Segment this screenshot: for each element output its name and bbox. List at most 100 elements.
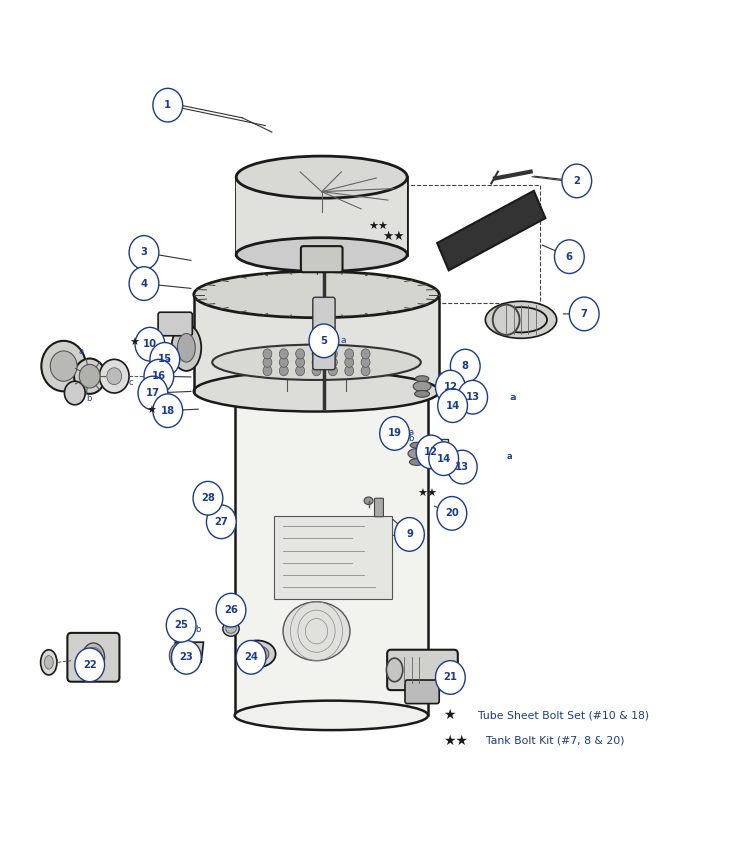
Text: 12: 12 <box>424 447 438 457</box>
Circle shape <box>309 324 339 358</box>
Circle shape <box>65 382 85 405</box>
FancyBboxPatch shape <box>374 498 384 517</box>
Text: 4: 4 <box>141 279 147 289</box>
Circle shape <box>380 416 410 450</box>
Text: c: c <box>129 377 133 387</box>
Ellipse shape <box>413 382 431 391</box>
Circle shape <box>144 360 174 393</box>
Text: ★★: ★★ <box>443 734 468 748</box>
Text: 24: 24 <box>244 652 258 662</box>
Circle shape <box>450 349 480 382</box>
Text: a: a <box>78 348 83 356</box>
Circle shape <box>296 366 305 376</box>
Ellipse shape <box>245 645 269 662</box>
Circle shape <box>312 366 321 376</box>
Circle shape <box>169 642 193 669</box>
Text: 20: 20 <box>445 508 459 518</box>
Circle shape <box>569 297 599 331</box>
Circle shape <box>236 640 266 674</box>
Circle shape <box>207 505 236 539</box>
FancyBboxPatch shape <box>68 633 120 682</box>
Text: ★: ★ <box>443 708 456 722</box>
Text: 15: 15 <box>158 354 172 365</box>
Circle shape <box>416 435 446 468</box>
Text: 5: 5 <box>320 336 327 346</box>
Ellipse shape <box>493 304 520 335</box>
Ellipse shape <box>74 359 105 394</box>
Circle shape <box>312 348 321 359</box>
Circle shape <box>135 327 165 361</box>
Ellipse shape <box>242 376 391 399</box>
Ellipse shape <box>235 377 428 406</box>
Text: 13: 13 <box>455 462 469 472</box>
Text: a: a <box>165 354 170 364</box>
Text: Tube Sheet Bolt Set (#10 & 18): Tube Sheet Bolt Set (#10 & 18) <box>472 711 649 721</box>
Text: 13: 13 <box>465 392 480 402</box>
Text: a: a <box>511 393 516 402</box>
Ellipse shape <box>171 325 202 371</box>
Circle shape <box>361 366 370 376</box>
Text: 25: 25 <box>174 620 188 631</box>
Circle shape <box>74 648 105 682</box>
Circle shape <box>435 371 465 404</box>
Circle shape <box>554 240 584 274</box>
Ellipse shape <box>226 624 236 633</box>
FancyBboxPatch shape <box>313 298 335 370</box>
Text: b: b <box>409 434 414 443</box>
Circle shape <box>437 496 467 530</box>
Ellipse shape <box>238 640 275 667</box>
Text: ★: ★ <box>129 337 139 348</box>
Text: ★★: ★★ <box>368 222 389 232</box>
Polygon shape <box>175 642 204 669</box>
FancyBboxPatch shape <box>405 680 439 704</box>
Circle shape <box>263 357 272 367</box>
Circle shape <box>150 343 180 377</box>
FancyBboxPatch shape <box>387 649 458 690</box>
Text: 7: 7 <box>581 309 587 319</box>
Ellipse shape <box>414 390 429 397</box>
Circle shape <box>129 235 159 269</box>
Circle shape <box>153 88 183 122</box>
Circle shape <box>279 348 288 359</box>
Circle shape <box>263 366 272 376</box>
Polygon shape <box>437 190 545 270</box>
Text: 22: 22 <box>83 660 96 670</box>
FancyBboxPatch shape <box>235 391 428 716</box>
Circle shape <box>329 366 338 376</box>
Circle shape <box>129 267 159 300</box>
Ellipse shape <box>410 459 424 466</box>
Circle shape <box>329 348 338 359</box>
Text: 19: 19 <box>387 428 402 439</box>
Circle shape <box>279 366 288 376</box>
Circle shape <box>263 348 272 359</box>
Circle shape <box>107 368 122 384</box>
Circle shape <box>312 357 321 367</box>
Text: 8: 8 <box>462 361 468 371</box>
Polygon shape <box>320 379 387 391</box>
Ellipse shape <box>495 307 547 332</box>
Text: 17: 17 <box>146 388 160 398</box>
Text: ★: ★ <box>147 405 156 416</box>
Circle shape <box>447 450 477 484</box>
Text: ★★: ★★ <box>382 230 405 243</box>
Text: Tank Bolt Kit (#7, 8 & 20): Tank Bolt Kit (#7, 8 & 20) <box>478 735 624 745</box>
Ellipse shape <box>41 649 57 675</box>
Circle shape <box>361 357 370 367</box>
Ellipse shape <box>223 621 239 637</box>
Text: b: b <box>196 625 201 634</box>
Text: a: a <box>510 393 515 402</box>
Circle shape <box>296 357 305 367</box>
Ellipse shape <box>408 449 426 459</box>
Circle shape <box>153 394 183 428</box>
Text: b: b <box>86 394 91 403</box>
Circle shape <box>84 647 102 667</box>
Circle shape <box>166 609 196 642</box>
Text: 27: 27 <box>214 517 228 527</box>
Circle shape <box>361 348 370 359</box>
Circle shape <box>296 348 305 359</box>
Circle shape <box>395 518 424 552</box>
FancyBboxPatch shape <box>301 246 342 272</box>
Circle shape <box>99 360 129 393</box>
Text: a: a <box>507 452 512 462</box>
Text: 23: 23 <box>180 652 193 662</box>
